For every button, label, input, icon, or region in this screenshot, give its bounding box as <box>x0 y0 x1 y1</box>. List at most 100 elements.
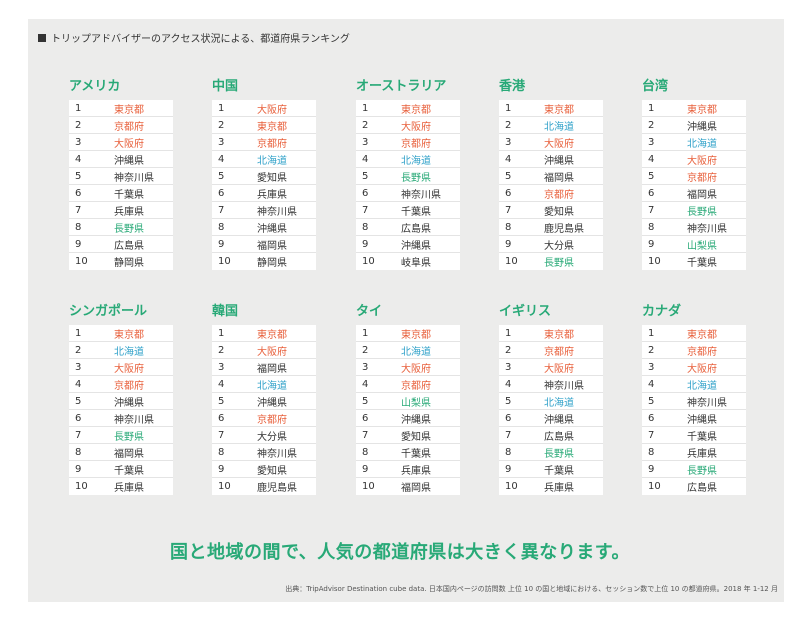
rank-number: 1 <box>362 327 369 339</box>
table-row: 3 大阪府 <box>356 359 460 376</box>
table-row: 4 沖縄県 <box>499 151 603 168</box>
rank-number: 9 <box>648 238 655 250</box>
table-row: 4 大阪府 <box>642 151 746 168</box>
country-name: シンガポール <box>69 304 148 319</box>
table-row: 8 長野県 <box>69 219 173 236</box>
table-row: 10 福岡県 <box>356 478 460 495</box>
rank-number: 3 <box>75 361 82 373</box>
rank-number: 8 <box>75 446 82 458</box>
table-row: 7 大分県 <box>212 427 316 444</box>
table-row: 6 京都府 <box>499 185 603 202</box>
prefecture-name: 沖縄県 <box>687 121 717 133</box>
rank-number: 8 <box>648 446 655 458</box>
prefecture-name: 長野県 <box>401 172 431 184</box>
rank-number: 1 <box>505 327 512 339</box>
table-row: 6 千葉県 <box>69 185 173 202</box>
rank-number: 8 <box>75 221 82 233</box>
prefecture-name: 大阪府 <box>257 346 287 358</box>
prefecture-name: 大阪府 <box>114 363 144 375</box>
prefecture-name: 北海道 <box>114 346 144 358</box>
prefecture-name: 静岡県 <box>114 258 144 269</box>
table-row: 8 沖縄県 <box>212 219 316 236</box>
prefecture-name: 東京都 <box>114 329 144 341</box>
rank-number: 4 <box>218 378 225 390</box>
prefecture-name: 長野県 <box>687 206 717 218</box>
prefecture-name: 北海道 <box>401 346 431 358</box>
table-row: 1 東京都 <box>356 325 460 342</box>
country-ranking: シンガポール 1 東京都 2 北海道 3 大阪府 4 京都府 5 沖縄県 6 神奈川県 7 長野県 8 福岡県 9… <box>69 300 173 495</box>
prefecture-name: 千葉県 <box>114 189 144 201</box>
table-row: 7 愛知県 <box>356 427 460 444</box>
prefecture-name: 東京都 <box>401 329 431 341</box>
table-row: 4 北海道 <box>356 151 460 168</box>
prefecture-name: 静岡県 <box>257 258 287 269</box>
rank-number: 6 <box>505 412 512 424</box>
table-row: 8 千葉県 <box>356 444 460 461</box>
prefecture-name: 千葉県 <box>687 431 717 443</box>
prefecture-name: 兵庫県 <box>401 465 431 477</box>
rank-number: 1 <box>505 102 512 114</box>
table-row: 3 京都府 <box>212 134 316 151</box>
table-row: 10 岐阜県 <box>356 253 460 270</box>
country-name: 台湾 <box>642 79 669 94</box>
prefecture-name: 兵庫県 <box>114 483 144 494</box>
prefecture-name: 長野県 <box>687 465 717 477</box>
table-row: 1 東京都 <box>642 100 746 117</box>
prefecture-name: 大阪府 <box>401 363 431 375</box>
rank-number: 3 <box>505 361 512 373</box>
prefecture-name: 福岡県 <box>114 448 144 460</box>
table-row: 10 兵庫県 <box>499 478 603 495</box>
table-row: 5 沖縄県 <box>212 393 316 410</box>
country-ranking: 香港 1 東京都 2 北海道 3 大阪府 4 沖縄県 5 福岡県 6 京都府 7 愛知県 8 鹿児島県 9 大分県 1… <box>499 75 603 270</box>
rank-number: 1 <box>648 102 655 114</box>
table-row: 3 大阪府 <box>69 359 173 376</box>
rank-number: 9 <box>362 463 369 475</box>
rank-number: 7 <box>362 204 369 216</box>
table-row: 4 京都府 <box>69 376 173 393</box>
prefecture-name: 福岡県 <box>401 483 431 494</box>
prefecture-name: 東京都 <box>114 104 144 116</box>
rank-number: 6 <box>505 187 512 199</box>
rank-number: 2 <box>218 344 225 356</box>
prefecture-name: 鹿児島県 <box>257 483 297 494</box>
table-row: 1 東京都 <box>499 100 603 117</box>
table-row: 7 神奈川県 <box>212 202 316 219</box>
rank-number: 2 <box>362 344 369 356</box>
prefecture-name: 千葉県 <box>401 448 431 460</box>
rank-number: 6 <box>648 187 655 199</box>
prefecture-name: 福岡県 <box>687 189 717 201</box>
rank-number: 10 <box>362 481 375 492</box>
rank-number: 6 <box>75 187 82 199</box>
prefecture-name: 兵庫県 <box>687 448 717 460</box>
rank-number: 3 <box>75 136 82 148</box>
rank-number: 7 <box>505 204 512 216</box>
prefecture-name: 北海道 <box>257 155 287 167</box>
ranking-table: 1 東京都 2 北海道 3 大阪府 4 京都府 5 山梨県 6 沖縄県 7 愛知県 8 千葉県 9 兵庫県 10 福岡… <box>356 325 460 495</box>
table-row: 4 北海道 <box>642 376 746 393</box>
table-row: 8 長野県 <box>499 444 603 461</box>
rank-number: 9 <box>362 238 369 250</box>
prefecture-name: 広島県 <box>401 223 431 235</box>
rank-number: 10 <box>648 256 661 267</box>
prefecture-name: 兵庫県 <box>544 483 574 494</box>
table-row: 10 千葉県 <box>642 253 746 270</box>
prefecture-name: 北海道 <box>257 380 287 392</box>
table-row: 6 兵庫県 <box>212 185 316 202</box>
prefecture-name: 鹿児島県 <box>544 223 584 235</box>
table-row: 4 北海道 <box>212 151 316 168</box>
rank-number: 7 <box>362 429 369 441</box>
table-row: 2 北海道 <box>499 117 603 134</box>
table-row: 9 千葉県 <box>499 461 603 478</box>
rank-number: 5 <box>218 170 225 182</box>
rank-number: 2 <box>505 119 512 131</box>
prefecture-name: 愛知県 <box>257 465 287 477</box>
prefecture-name: 大阪府 <box>687 363 717 375</box>
rank-number: 10 <box>505 256 518 267</box>
table-row: 2 北海道 <box>69 342 173 359</box>
table-row: 7 愛知県 <box>499 202 603 219</box>
rank-number: 2 <box>648 344 655 356</box>
heading-text: トリップアドバイザーのアクセス状況による、都道府県ランキング <box>51 34 350 45</box>
rank-number: 5 <box>648 395 655 407</box>
table-row: 2 沖縄県 <box>642 117 746 134</box>
ranking-table: 1 東京都 2 北海道 3 大阪府 4 沖縄県 5 福岡県 6 京都府 7 愛知県 8 鹿児島県 9 大分県 10 長… <box>499 100 603 270</box>
